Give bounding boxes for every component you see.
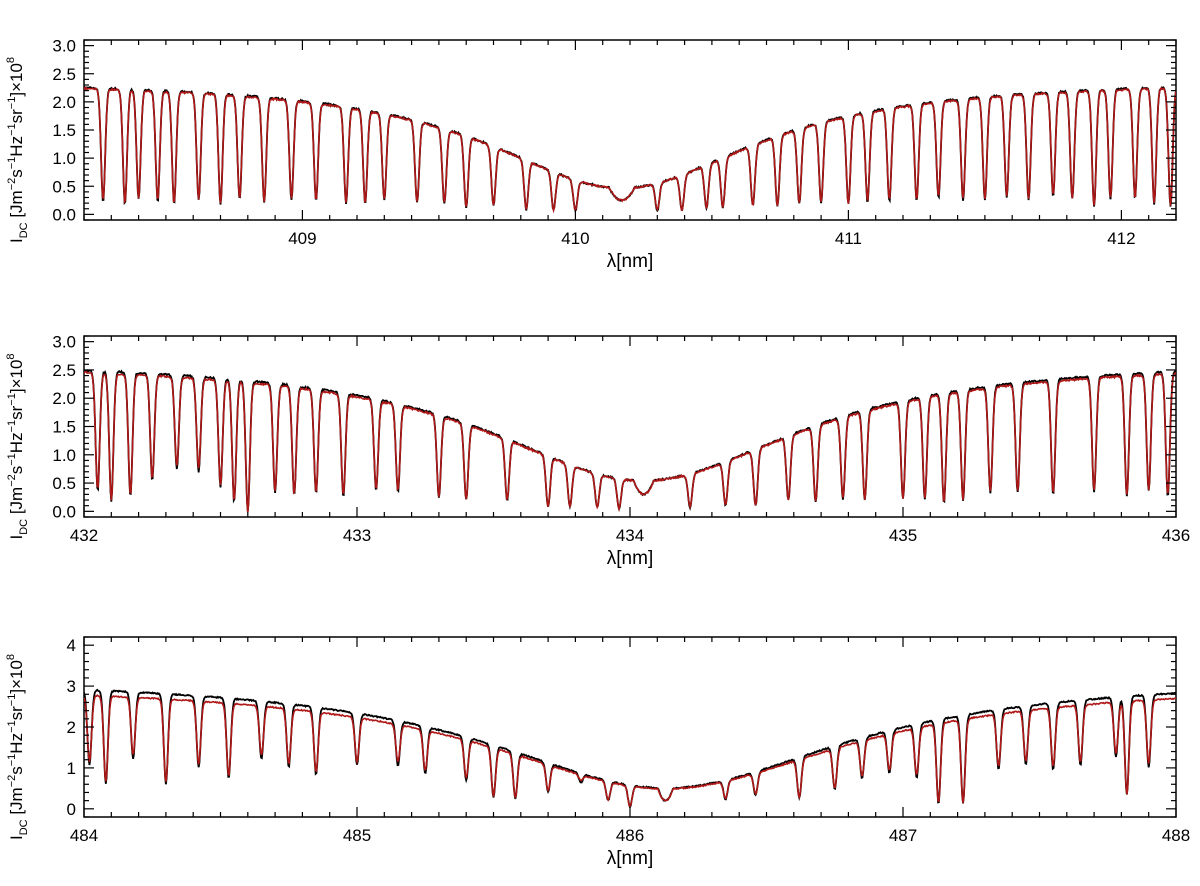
spectrum-panel-middle: 432 433 434 435 436 0.0 0.5 1.0 1.5 2.0 2.5 3.0 λ[nm… — [5, 333, 1190, 569]
y-label-unit: [Jm — [7, 190, 26, 222]
y-label-unit: sr — [7, 706, 26, 721]
y-tick-label: 3.0 — [52, 37, 76, 56]
y-label-exponent: −1 — [6, 420, 18, 433]
y-label-unit: [Jm — [7, 787, 26, 819]
y-axis-label: IDC [Jm−2s−1Hz−1sr−1]×108 — [5, 57, 30, 243]
x-tick-label: 433 — [343, 526, 371, 545]
y-tick-label: 1.5 — [52, 121, 76, 140]
y-label-unit: sr — [7, 405, 26, 420]
y-label-symbol: I — [7, 535, 26, 540]
y-label-exponent: 8 — [5, 57, 17, 63]
y-label-exponent: −1 — [6, 123, 18, 136]
y-axis-label: IDC [Jm−2s−1Hz−1sr−1]×108 — [5, 654, 30, 840]
y-label-unit: ]×10 — [7, 660, 26, 694]
y-label-exponent: −2 — [6, 178, 18, 191]
series-line-synthetic — [84, 370, 1176, 513]
x-axis-label: λ[nm] — [607, 848, 653, 869]
spectrum-panel-top: 409 410 411 412 0.0 0.5 1.0 1.5 2.0 2.5 3.0 λ[nm] ID… — [5, 37, 1177, 272]
y-tick-label: 1.0 — [52, 149, 76, 168]
x-tick-label: 487 — [889, 826, 917, 845]
x-axis-label: λ[nm] — [607, 251, 653, 272]
y-label-exponent: −2 — [6, 474, 18, 487]
y-tick-label: 0.5 — [52, 177, 76, 196]
x-tick-label: 485 — [343, 826, 371, 845]
x-tick-label: 434 — [616, 526, 644, 545]
x-tick-label: 409 — [288, 229, 316, 248]
y-label-exponent: 8 — [5, 654, 17, 660]
y-label-exponent: −1 — [6, 97, 18, 110]
y-label-exponent: −1 — [6, 393, 18, 406]
x-axis-label: λ[nm] — [607, 548, 653, 569]
y-label-exponent: 8 — [5, 353, 17, 359]
y-tick-label: 3.0 — [52, 333, 76, 352]
y-tick-label: 3 — [67, 677, 76, 696]
y-tick-label: 1 — [67, 759, 76, 778]
y-label-exponent: −1 — [6, 453, 18, 466]
y-label-exponent: −1 — [6, 720, 18, 733]
y-tick-label: 0 — [67, 800, 76, 819]
plot-frame — [83, 636, 1177, 818]
plot-frame — [83, 335, 1177, 518]
y-label-unit: s — [7, 766, 26, 775]
series-line-synthetic — [84, 86, 1176, 214]
x-tick-label: 432 — [70, 526, 98, 545]
y-label-symbol: I — [7, 835, 26, 840]
y-label-unit: s — [7, 169, 26, 178]
x-tick-label: 484 — [70, 826, 98, 845]
series-line-synthetic — [84, 694, 1176, 808]
y-tick-label: 2.5 — [52, 361, 76, 380]
y-label-subscript: DC — [18, 222, 30, 238]
x-tick-label: 412 — [1107, 229, 1135, 248]
x-tick-label: 488 — [1162, 826, 1190, 845]
y-tick-label: 2.5 — [52, 65, 76, 84]
y-label-exponent: −2 — [6, 775, 18, 788]
y-label-exponent: −1 — [6, 694, 18, 707]
y-tick-label: 2.0 — [52, 93, 76, 112]
x-tick-label: 410 — [561, 229, 589, 248]
y-tick-label: 1.0 — [52, 446, 76, 465]
y-tick-label: 2 — [67, 718, 76, 737]
x-tick-label: 435 — [889, 526, 917, 545]
series-line-observed — [84, 688, 1176, 810]
y-label-exponent: −1 — [6, 754, 18, 767]
y-label-subscript: DC — [18, 519, 30, 535]
y-label-unit: ]×10 — [7, 360, 26, 394]
y-label-unit: Hz — [7, 733, 26, 754]
y-tick-label: 0.0 — [52, 502, 76, 521]
y-label-unit: s — [7, 466, 26, 475]
y-label-unit: ]×10 — [7, 63, 26, 97]
y-label-unit: [Jm — [7, 487, 26, 519]
x-tick-label: 436 — [1162, 526, 1190, 545]
y-label-unit: Hz — [7, 432, 26, 453]
y-tick-label: 0.0 — [52, 205, 76, 224]
y-label-symbol: I — [7, 238, 26, 243]
y-tick-label: 0.5 — [52, 474, 76, 493]
y-tick-label: 4 — [67, 636, 76, 655]
y-label-unit: Hz — [7, 136, 26, 157]
y-axis-label: IDC [Jm−2s−1Hz−1sr−1]×108 — [5, 353, 30, 539]
y-label-unit: sr — [7, 109, 26, 124]
series-line-observed — [84, 85, 1176, 214]
x-tick-label: 411 — [835, 229, 862, 248]
y-label-exponent: −1 — [6, 157, 18, 170]
y-tick-label: 2.0 — [52, 389, 76, 408]
y-tick-label: 1.5 — [52, 418, 76, 437]
x-tick-label: 486 — [616, 826, 644, 845]
y-label-subscript: DC — [18, 819, 30, 835]
